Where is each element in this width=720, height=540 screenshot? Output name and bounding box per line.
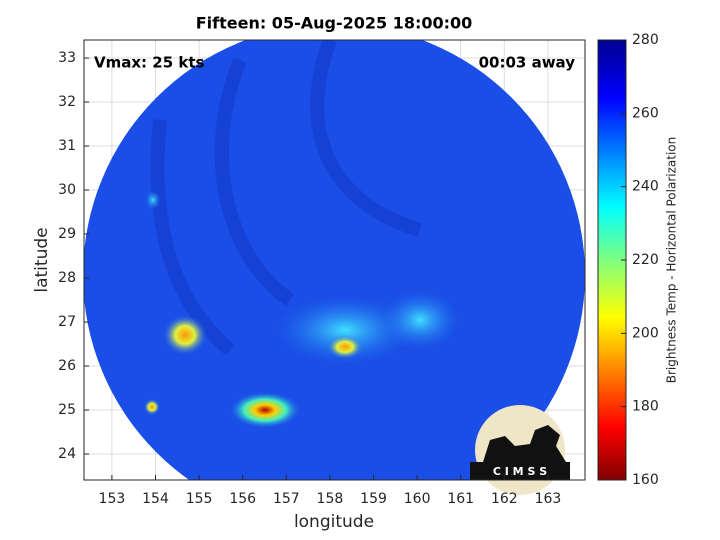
y-tick-label: 26: [58, 358, 76, 374]
x-tick-label: 160: [404, 491, 431, 507]
satellite-image: [84, 40, 585, 480]
cloud: [275, 295, 415, 365]
x-tick-label: 163: [535, 491, 562, 507]
cloud: [327, 335, 363, 359]
y-axis-label: latitude: [32, 227, 52, 292]
y-tick-label: 29: [58, 226, 76, 242]
colorbar-tick-label: 180: [632, 399, 659, 415]
x-axis-label: longitude: [294, 512, 374, 532]
y-tick-label: 32: [58, 94, 76, 110]
cloud-band: [150, 40, 423, 356]
y-tick-label: 28: [58, 270, 76, 286]
colorbar-tick-label: 160: [632, 472, 659, 488]
x-tick-label: 158: [317, 491, 344, 507]
y-tick-label: 24: [58, 446, 76, 462]
cloud: [145, 190, 161, 210]
x-tick-label: 157: [273, 491, 300, 507]
y-tick-label: 31: [58, 138, 76, 154]
title: Fifteen: 05-Aug-2025 18:00:00: [196, 14, 473, 33]
x-tick-label: 154: [142, 491, 169, 507]
cloud: [144, 399, 160, 415]
y-tick-label: 30: [58, 182, 76, 198]
x-tick-label: 161: [447, 491, 474, 507]
x-tick-label: 153: [99, 491, 126, 507]
logo-text: C I M S S: [493, 465, 547, 478]
y-tick-label: 27: [58, 314, 76, 330]
cloud: [230, 392, 300, 428]
colorbar-tick-label: 240: [632, 179, 659, 195]
x-tick-label: 156: [229, 491, 256, 507]
colorbar-tick-label: 220: [632, 252, 659, 268]
annotation: Vmax: 25 kts: [94, 54, 204, 72]
colorbar-tick-label: 260: [632, 105, 659, 121]
logo-band: [470, 462, 570, 480]
y-tick-label: 33: [58, 50, 76, 66]
cloud: [380, 290, 460, 350]
swath: [84, 40, 585, 480]
x-tick-label: 159: [360, 491, 387, 507]
x-tick-label: 155: [186, 491, 213, 507]
colorbar-tick-label: 280: [632, 32, 659, 48]
y-tick-label: 25: [58, 402, 76, 418]
cimss-logo: C I M S S: [470, 405, 570, 495]
colorbar-tick-label: 200: [632, 325, 659, 341]
x-tick-label: 162: [491, 491, 518, 507]
annotation: 00:03 away: [479, 54, 576, 72]
cloud: [163, 315, 207, 355]
plot-frame: [83, 39, 586, 481]
colorbar-label: Brightness Temp - Horizontal Polarizatio…: [665, 137, 679, 384]
